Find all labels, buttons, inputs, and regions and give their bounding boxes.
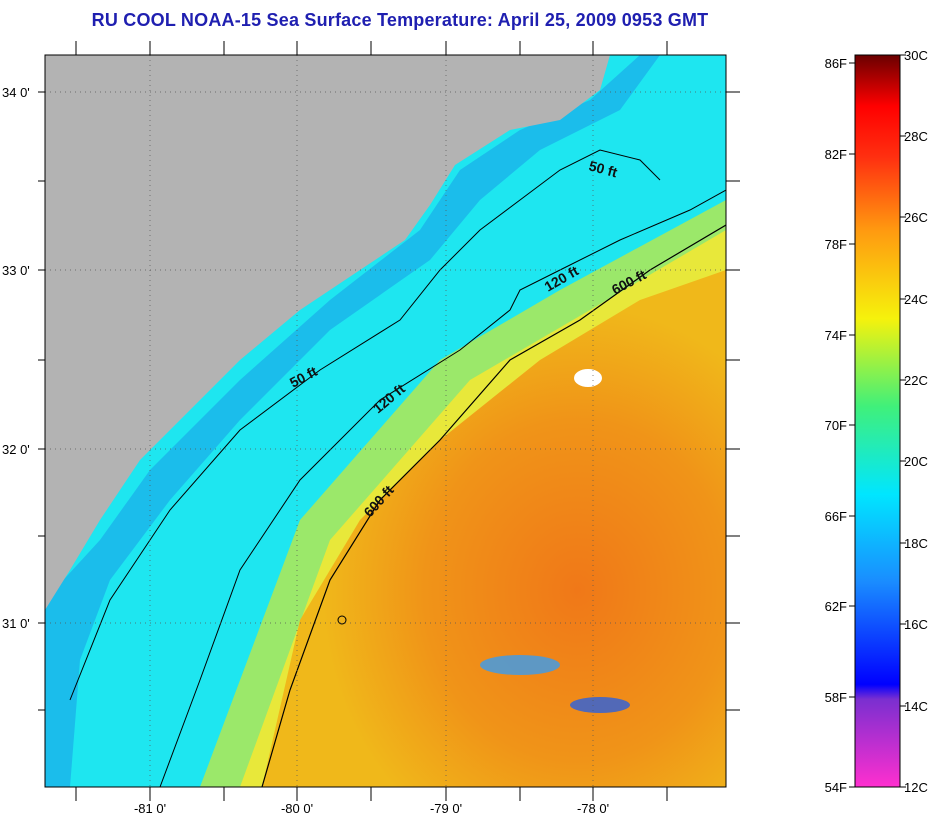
map-title: RU COOL NOAA-15 Sea Surface Temperature:… <box>91 10 709 30</box>
colorbar-f-label: 74F <box>825 328 847 343</box>
colorbar-c-label: 12C <box>904 780 928 795</box>
colorbar <box>854 54 901 788</box>
colorbar-f-label: 66F <box>825 509 847 524</box>
lat-label: 34 0' <box>2 85 30 100</box>
colorbar-c-label: 14C <box>904 699 928 714</box>
lat-label: 32 0' <box>2 442 30 457</box>
colorbar-c-label: 20C <box>904 454 928 469</box>
colorbar-c-label: 24C <box>904 292 928 307</box>
colorbar-f-label: 62F <box>825 599 847 614</box>
colorbar-f-label: 82F <box>825 147 847 162</box>
lat-label: 31 0' <box>2 616 30 631</box>
contour-label-50ft: 50 ft <box>587 157 619 180</box>
lon-label: -80 0' <box>281 801 313 816</box>
colorbar-c-label: 22C <box>904 373 928 388</box>
lon-label: -79 0' <box>430 801 462 816</box>
colorbar-f-label: 86F <box>825 56 847 71</box>
colorbar-c-label: 28C <box>904 129 928 144</box>
colorbar-f-label: 78F <box>825 237 847 252</box>
lat-label: 33 0' <box>2 263 30 278</box>
colorbar-c-label: 26C <box>904 210 928 225</box>
lon-label: -81 0' <box>134 801 166 816</box>
land-mass <box>45 55 610 610</box>
sst-image <box>45 55 726 787</box>
colorbar-c-label: 30C <box>904 48 928 63</box>
colorbar-c-label: 18C <box>904 536 928 551</box>
colorbar-f-label: 58F <box>825 690 847 705</box>
contour-600ft <box>261 224 726 787</box>
colorbar-f-label: 70F <box>825 418 847 433</box>
lon-label: -78 0' <box>577 801 609 816</box>
contour-120ft <box>159 189 726 787</box>
colorbar-c-label: 16C <box>904 617 928 632</box>
colorbar-f-label: 54F <box>825 780 847 795</box>
